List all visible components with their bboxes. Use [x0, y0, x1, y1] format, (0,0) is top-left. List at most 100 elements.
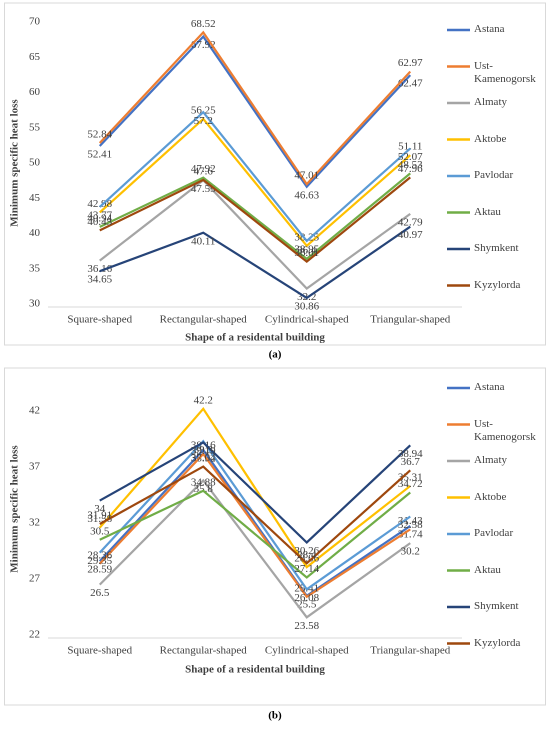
y-tick-label: 65	[29, 51, 41, 63]
legend-label: Aktau	[474, 205, 501, 218]
panel-border	[4, 2, 546, 346]
data-label: 30.86	[294, 300, 319, 312]
caption: (b)	[268, 710, 282, 722]
y-axis-title: Minimum specific heat loss	[9, 445, 21, 573]
data-label: 25.5	[297, 598, 317, 610]
y-tick-label: 60	[29, 86, 41, 98]
data-label: 37.04	[191, 452, 216, 464]
panel-border	[4, 367, 546, 706]
y-axis-title: Minimum specific heat loss	[9, 99, 21, 227]
x-tick-label: Cylindrical-shaped	[265, 645, 349, 657]
data-label: 42.79	[398, 216, 423, 228]
legend-label: Astana	[474, 23, 505, 35]
data-label: 68.52	[191, 18, 216, 30]
data-label: 47.6	[194, 165, 214, 177]
data-label: 52.41	[87, 149, 112, 161]
data-label: 26.08	[294, 592, 319, 604]
y-tick-label: 30	[29, 298, 41, 310]
data-label: 51.11	[398, 141, 422, 153]
data-label: 47.92	[191, 163, 216, 175]
y-tick-label: 70	[29, 16, 41, 28]
x-tick-label: Square-shaped	[67, 645, 132, 657]
data-label: 62.47	[398, 78, 423, 90]
data-label: 40.94	[87, 212, 112, 224]
series-line	[98, 406, 411, 569]
y-tick-label: 32	[29, 517, 40, 529]
series-line	[99, 465, 411, 565]
data-label: 62.97	[398, 57, 423, 69]
x-tick-label: Triangular-shaped	[370, 645, 451, 657]
data-label: 57.2	[194, 115, 213, 127]
x-axis-title: Shape of a residental building	[185, 332, 325, 344]
series-line	[98, 478, 411, 619]
legend-label: Pavlodar	[474, 527, 514, 539]
legend-label: Aktobe	[474, 132, 507, 145]
data-label: 42.2	[194, 394, 213, 406]
x-axis-title: Shape of a residental building	[185, 664, 325, 676]
data-label: 34.65	[87, 274, 112, 286]
data-label: 40.97	[398, 229, 423, 241]
data-label: 30.5	[90, 525, 110, 537]
data-label: 40.11	[191, 235, 215, 247]
data-label: 39.19	[191, 445, 216, 457]
x-tick-label: Cylindrical-shaped	[265, 314, 349, 326]
data-label: 30.26	[294, 545, 319, 557]
legend-label: Ust-Kamenogorsk	[474, 59, 536, 85]
legend-label: Almaty	[474, 454, 507, 466]
data-label: 28.4	[297, 549, 317, 561]
legend-label: Shymkent	[474, 600, 519, 612]
series-line	[99, 225, 411, 300]
legend-label: Ust-Kamenogorsk	[474, 417, 536, 443]
legend-label: Shymkent	[474, 242, 519, 254]
data-label: 31.74	[398, 528, 423, 540]
legend-label: Astana	[474, 381, 505, 393]
legend-label: Aktau	[474, 563, 501, 576]
series-line	[99, 110, 411, 243]
data-label: 43.77	[87, 209, 112, 221]
y-tick-label: 55	[29, 121, 41, 133]
data-label: 34	[94, 503, 106, 515]
data-label: 29.35	[87, 555, 112, 567]
series-line	[99, 117, 411, 248]
series-line	[99, 172, 411, 261]
data-label: 52.84	[87, 129, 112, 141]
data-label: 47.96	[398, 163, 423, 175]
y-tick-label: 40	[29, 227, 41, 239]
legend-label: Pavlodar	[474, 169, 514, 181]
data-label: 36.4	[297, 244, 317, 256]
y-tick-label: 50	[29, 157, 41, 169]
x-tick-label: Triangular-shaped	[370, 314, 451, 326]
legend-label: Kyzylorda	[474, 278, 521, 291]
y-tick-label: 35	[29, 262, 41, 274]
y-tick-label: 27	[29, 573, 41, 585]
data-label: 31.58	[87, 513, 112, 525]
data-label: 34.88	[191, 476, 216, 488]
series-line	[99, 489, 411, 579]
data-label: 34.72	[398, 478, 423, 490]
data-label: 36.7	[401, 456, 421, 468]
data-label: 28.36	[87, 549, 112, 561]
data-label: 28.06	[294, 553, 319, 565]
series-line	[99, 176, 411, 264]
data-label: 26.5	[90, 587, 110, 599]
series-line	[99, 178, 411, 290]
caption: (a)	[269, 349, 282, 361]
x-tick-label: Square-shaped	[67, 314, 132, 326]
data-label: 38.94	[398, 448, 423, 460]
data-label: 28.59	[87, 564, 112, 576]
data-label: 32.58	[398, 519, 423, 531]
series-line	[98, 30, 412, 186]
y-tick-label: 45	[29, 192, 41, 204]
series-line	[98, 448, 411, 598]
data-label: 31.91	[87, 510, 112, 522]
legend-label: Kyzylorda	[474, 636, 521, 649]
data-label: 47.01	[294, 170, 319, 182]
data-label: 30.2	[401, 546, 420, 558]
series-line	[98, 34, 412, 189]
series-line	[99, 441, 412, 545]
y-tick-label: 22	[29, 629, 40, 641]
data-label: 36.16	[87, 263, 112, 275]
data-label: 48.53	[398, 159, 423, 171]
